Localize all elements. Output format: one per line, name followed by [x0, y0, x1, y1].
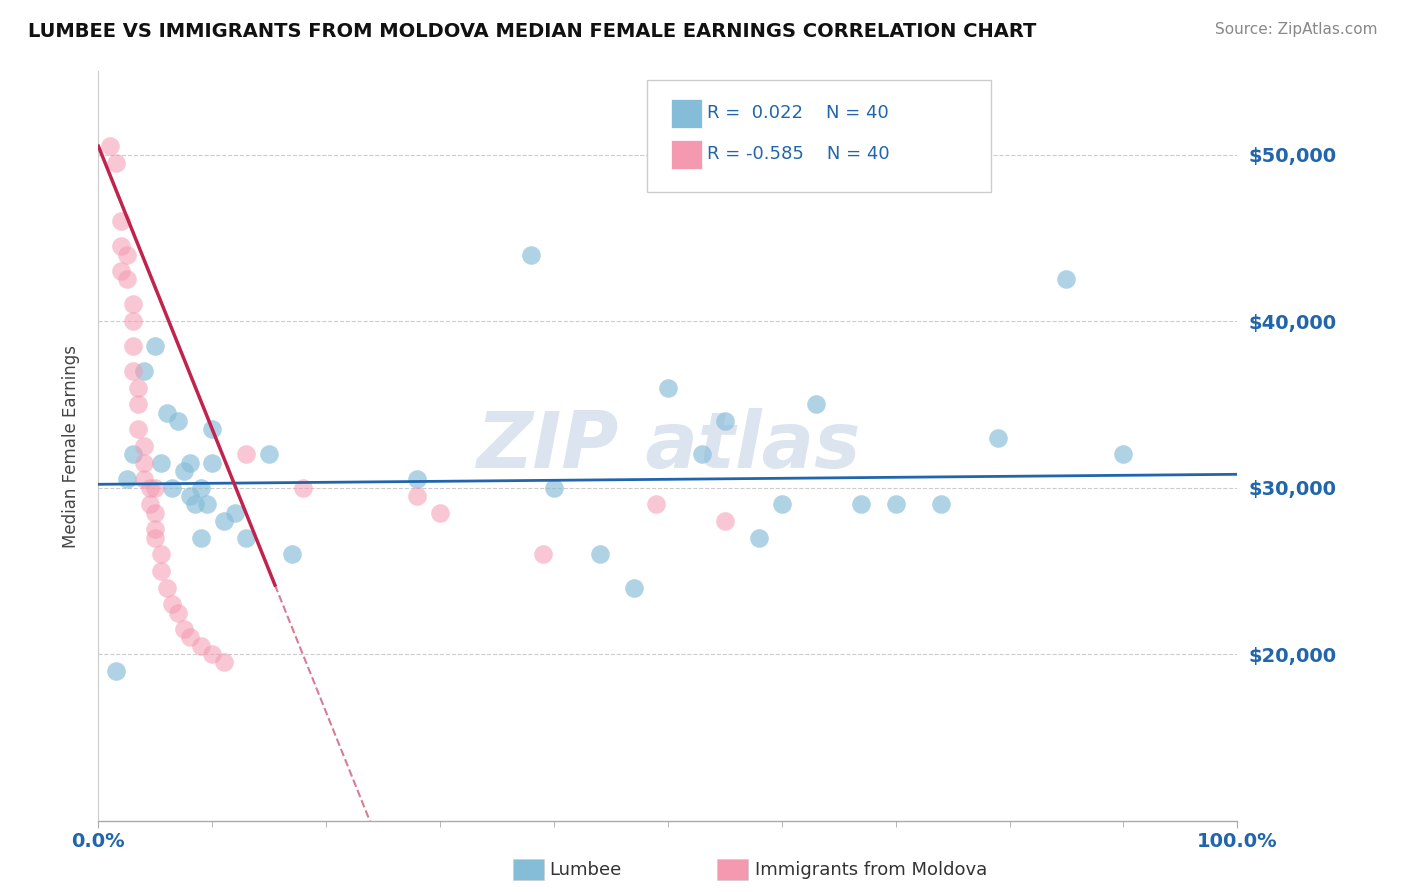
- Point: [127, 397, 149, 411]
- Point: [235, 531, 257, 545]
- Point: [115, 272, 138, 286]
- Point: [212, 514, 235, 528]
- Point: [201, 456, 224, 470]
- Point: [804, 397, 827, 411]
- Point: [150, 456, 173, 470]
- Point: [987, 431, 1010, 445]
- Point: [104, 156, 127, 170]
- Point: [127, 422, 149, 436]
- Point: [132, 439, 155, 453]
- Point: [714, 414, 737, 428]
- Point: [543, 481, 565, 495]
- Point: [162, 597, 184, 611]
- Point: [714, 514, 737, 528]
- Point: [1112, 447, 1135, 461]
- Point: [929, 497, 952, 511]
- Point: [748, 531, 770, 545]
- Text: R = -0.585    N = 40: R = -0.585 N = 40: [707, 145, 890, 163]
- Point: [110, 214, 132, 228]
- Y-axis label: Median Female Earnings: Median Female Earnings: [62, 344, 80, 548]
- Text: Lumbee: Lumbee: [550, 861, 621, 879]
- Point: [406, 472, 429, 486]
- Point: [884, 497, 907, 511]
- Point: [520, 247, 543, 261]
- Point: [104, 664, 127, 678]
- Point: [150, 547, 173, 561]
- Point: [150, 564, 173, 578]
- Point: [110, 264, 132, 278]
- Point: [156, 406, 179, 420]
- Point: [145, 481, 167, 495]
- Point: [235, 447, 257, 461]
- Point: [138, 497, 160, 511]
- Text: Immigrants from Moldova: Immigrants from Moldova: [755, 861, 987, 879]
- Point: [162, 481, 184, 495]
- Point: [645, 497, 668, 511]
- Point: [201, 422, 224, 436]
- Point: [145, 506, 167, 520]
- Point: [115, 247, 138, 261]
- Text: LUMBEE VS IMMIGRANTS FROM MOLDOVA MEDIAN FEMALE EARNINGS CORRELATION CHART: LUMBEE VS IMMIGRANTS FROM MOLDOVA MEDIAN…: [28, 22, 1036, 41]
- Point: [851, 497, 873, 511]
- Point: [132, 456, 155, 470]
- Point: [179, 456, 201, 470]
- Point: [623, 581, 645, 595]
- Point: [121, 447, 143, 461]
- Point: [690, 447, 713, 461]
- Point: [167, 414, 190, 428]
- Point: [167, 606, 190, 620]
- Point: [110, 239, 132, 253]
- Point: [281, 547, 304, 561]
- Point: [406, 489, 429, 503]
- Point: [184, 497, 207, 511]
- Text: R =  0.022    N = 40: R = 0.022 N = 40: [707, 104, 889, 122]
- Point: [121, 364, 143, 378]
- Point: [201, 647, 224, 661]
- Point: [173, 464, 195, 478]
- Point: [127, 381, 149, 395]
- Text: Source: ZipAtlas.com: Source: ZipAtlas.com: [1215, 22, 1378, 37]
- Point: [132, 364, 155, 378]
- Point: [132, 472, 155, 486]
- Point: [259, 447, 281, 461]
- Point: [212, 656, 235, 670]
- Point: [657, 381, 679, 395]
- Point: [292, 481, 315, 495]
- Point: [98, 139, 121, 153]
- Point: [145, 531, 167, 545]
- Point: [121, 339, 143, 353]
- Point: [138, 481, 160, 495]
- Point: [429, 506, 451, 520]
- Text: ZIP atlas: ZIP atlas: [475, 408, 860, 484]
- Point: [195, 497, 218, 511]
- Point: [190, 481, 212, 495]
- Point: [1054, 272, 1078, 286]
- Point: [190, 639, 212, 653]
- Point: [156, 581, 179, 595]
- Point: [531, 547, 554, 561]
- Point: [224, 506, 246, 520]
- Point: [145, 522, 167, 536]
- Point: [190, 531, 212, 545]
- Point: [179, 631, 201, 645]
- Point: [121, 297, 143, 311]
- Point: [588, 547, 610, 561]
- Point: [145, 339, 167, 353]
- Point: [179, 489, 201, 503]
- Point: [121, 314, 143, 328]
- Point: [770, 497, 793, 511]
- Point: [173, 622, 195, 636]
- Point: [115, 472, 138, 486]
